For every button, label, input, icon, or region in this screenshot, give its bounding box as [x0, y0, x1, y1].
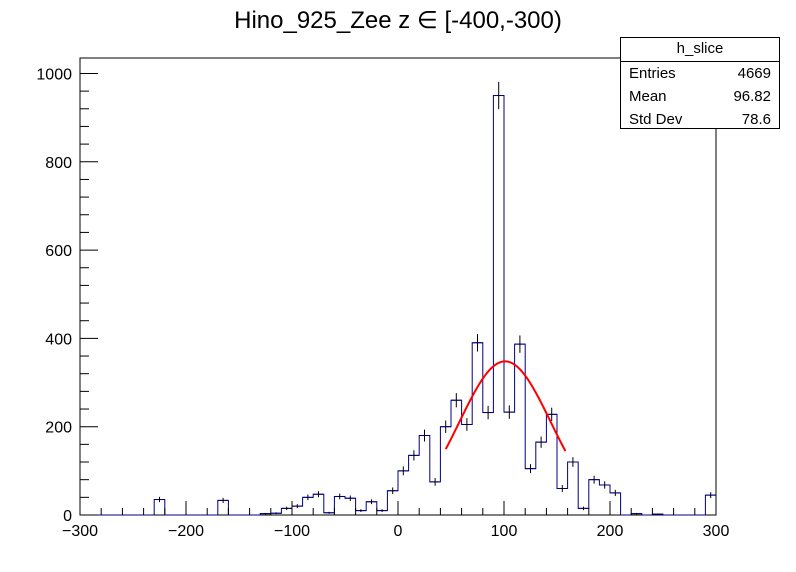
y-tick-label: 200 [45, 420, 72, 437]
histogram-bin [652, 513, 663, 515]
stats-value: 96.82 [733, 88, 771, 105]
stats-box: h_slice Entries 4669 Mean 96.82 Std Dev … [620, 37, 780, 129]
histogram-bin [376, 509, 388, 512]
histogram-bin [419, 429, 430, 442]
histogram-bin [631, 512, 642, 515]
x-tick-label: 100 [491, 523, 518, 540]
stats-value: 78.6 [741, 111, 771, 128]
histogram-bin [440, 420, 451, 433]
histogram-bin [366, 499, 377, 505]
histogram-bin [398, 466, 409, 476]
histogram-bin [302, 494, 314, 501]
histogram-bin [482, 405, 494, 420]
histogram-bin [567, 457, 579, 467]
histogram-bin [705, 492, 716, 499]
chart-title: Hino_925_Zee z ∈ [-400,-300) [234, 7, 562, 34]
x-tick-label: −200 [168, 523, 204, 540]
y-tick-label: 600 [45, 243, 72, 260]
stats-label: Entries [629, 65, 676, 82]
x-tick-label: −100 [274, 523, 310, 540]
histogram-bin [514, 335, 526, 353]
histogram-bin [345, 495, 356, 501]
histogram-bin [557, 485, 568, 492]
histogram-bin [313, 491, 324, 498]
y-tick-label: 800 [45, 155, 72, 172]
histogram-bin [461, 418, 473, 431]
histogram-bin [451, 393, 462, 408]
y-tick-label: 400 [45, 331, 72, 348]
histogram-bin [578, 506, 589, 511]
gaussian-fit-curve [444, 360, 567, 452]
histogram-bin [387, 487, 398, 494]
stats-label: Mean [629, 88, 667, 105]
histogram-bin [334, 493, 345, 500]
stats-row-entries: Entries 4669 [621, 62, 779, 85]
histogram-bin [281, 506, 292, 511]
histogram-bin [493, 81, 504, 110]
x-tick-label: 200 [597, 523, 624, 540]
histogram-bin [217, 497, 229, 503]
histogram-bin [270, 512, 282, 515]
histogram-outline [80, 95, 716, 516]
histogram-bin [429, 478, 441, 486]
histogram-bin [525, 464, 536, 474]
x-tick-label: 0 [394, 523, 403, 540]
stats-box-title: h_slice [621, 38, 779, 62]
histogram-bin [546, 407, 557, 421]
plot-area: −300 −200 −100 0 100 200 300 0 200 400 600 800 1000 [36, 57, 730, 540]
histogram-bin [588, 475, 600, 484]
histogram-bin [154, 496, 165, 503]
histogram-bin [472, 334, 483, 352]
histogram-bin [355, 509, 367, 512]
histogram-bin [504, 405, 515, 419]
histogram-bin [260, 512, 271, 515]
stats-row-std-dev: Std Dev 78.6 [621, 108, 779, 131]
y-tick-label: 1000 [36, 66, 72, 83]
histogram-bin [323, 511, 335, 514]
stats-row-mean: Mean 96.82 [621, 85, 779, 108]
stats-label: Std Dev [629, 111, 683, 128]
histogram-bin [535, 436, 547, 448]
histogram-bin [408, 450, 420, 461]
y-tick-label: 0 [63, 508, 72, 525]
stats-value: 4669 [737, 65, 771, 82]
histogram-bin [292, 504, 303, 509]
histogram-bin [599, 481, 610, 489]
histogram-bin [610, 489, 621, 497]
x-tick-label: 300 [703, 523, 730, 540]
x-tick-label: −300 [62, 523, 98, 540]
